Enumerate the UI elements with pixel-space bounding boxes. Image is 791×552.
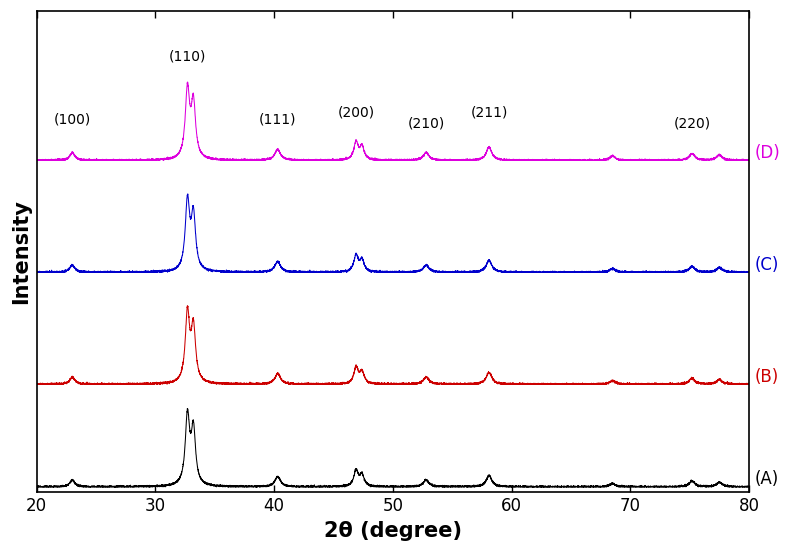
Text: (211): (211) [471,105,508,119]
Text: (D): (D) [755,144,781,162]
Text: (B): (B) [755,368,779,386]
Text: (110): (110) [168,49,206,63]
Y-axis label: Intensity: Intensity [11,199,31,304]
Text: (A): (A) [755,470,779,489]
Text: (220): (220) [673,116,710,130]
Text: (210): (210) [407,116,445,130]
Text: (111): (111) [259,113,297,127]
Text: (200): (200) [338,105,375,119]
X-axis label: 2θ (degree): 2θ (degree) [324,521,462,541]
Text: (C): (C) [755,256,779,274]
Text: (100): (100) [54,113,91,127]
